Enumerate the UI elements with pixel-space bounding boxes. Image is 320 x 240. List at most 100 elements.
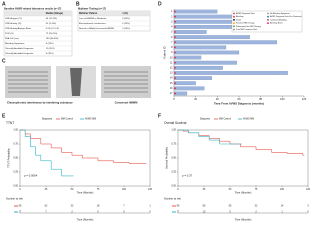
y-tick-label: 2	[171, 15, 173, 18]
x-tick-label: 25	[203, 188, 206, 191]
table-cell: Clinically Available Diagnostic	[5, 47, 35, 50]
y-tick-label: 15	[170, 82, 173, 85]
y-tick-label: 1	[171, 10, 173, 13]
legend-title: Diagnosis	[200, 119, 211, 121]
legend-marker	[233, 22, 235, 24]
bar	[173, 45, 227, 50]
x-tick-label: 80	[259, 97, 262, 101]
legend-marker	[267, 12, 269, 15]
x-tick-label: 125	[148, 188, 153, 191]
legend-entry: Prior MM Treatment Start	[236, 28, 258, 31]
table-cell: FVIII (%)	[5, 33, 14, 35]
gel-images	[5, 66, 151, 98]
table-cell: VWF Activity (%)	[5, 22, 22, 25]
diagnosis-marker	[174, 31, 176, 33]
table-header: Median (Range)	[46, 13, 63, 15]
table-header: n (%)	[122, 13, 128, 15]
x-tick-label: 125	[306, 188, 311, 191]
bar	[173, 25, 234, 29]
risk-count: 62	[45, 205, 48, 208]
legend-entry: MM Control	[219, 118, 231, 121]
diagnosis-marker	[174, 15, 176, 18]
diagnosis-marker	[174, 61, 176, 64]
table-cell: Bleeding Symptoms	[5, 42, 25, 45]
table-title: Baseline AVWS-related laboratory results…	[4, 8, 61, 11]
bar	[173, 55, 202, 60]
y-tick-label: 0.50	[13, 157, 18, 160]
table-header-bg	[78, 11, 150, 16]
x-tick-label: 100	[280, 188, 285, 191]
y-tick-label: 0.00	[171, 185, 176, 188]
bar	[173, 9, 218, 14]
y-tick-label: 0.00	[13, 185, 18, 188]
y-tick-label: 0.50	[171, 157, 176, 160]
risk-count: 0	[97, 211, 99, 214]
bar	[173, 40, 278, 45]
table-cell: Electrophoretic Interference	[79, 22, 107, 25]
table-cell: 6 (35%)	[46, 53, 54, 55]
legend-marker	[267, 19, 269, 21]
risk-count: 55	[229, 205, 232, 208]
risk-count: 17	[19, 211, 22, 214]
y-tick-label: 16	[170, 87, 173, 90]
risk-count: 18	[97, 205, 100, 208]
risk-count: 3	[307, 205, 309, 208]
y-axis-label: TTNT Probability	[7, 148, 11, 168]
gel-caption: Conserved HMWM	[115, 101, 138, 105]
legend-entry: MM Control	[61, 118, 73, 121]
diagnosis-marker	[174, 26, 176, 28]
panel-title: Overall Survival	[164, 121, 187, 125]
diagnosis-marker	[174, 66, 176, 69]
y-tick-label: 17	[170, 92, 173, 95]
y-tick-label: 4	[171, 26, 173, 29]
bar	[173, 60, 237, 65]
x-axis-label: Time (Months)	[77, 191, 94, 195]
table-cell: 3 (18%)	[122, 28, 130, 30]
panel-label: C	[2, 58, 6, 64]
bar	[173, 35, 250, 40]
diagnosis-marker	[174, 72, 176, 74]
table-cell: 180 (90-300)	[46, 38, 59, 40]
legend-marker	[267, 22, 269, 24]
diagnosis-marker	[174, 51, 176, 54]
x-tick-label: 0	[173, 97, 175, 101]
risk-count: 99	[19, 205, 22, 208]
y-tick-label: 0.25	[13, 171, 18, 174]
risk-count: 0	[123, 211, 125, 214]
y-tick-label: 6	[171, 36, 173, 39]
table-cell: 9 (53%)	[46, 43, 54, 45]
panel-label: D	[158, 1, 162, 7]
risk-count: 32	[255, 205, 258, 208]
bar	[173, 86, 205, 91]
p-value: p = 0.0064	[24, 174, 38, 178]
x-tick-label: 100	[280, 97, 285, 101]
diagnosis-marker	[174, 82, 176, 85]
legend-entry: No Bleeding Symptoms	[270, 12, 290, 15]
risk-x-label: Time (Months)	[235, 218, 252, 222]
table-cell: Loss of HMWM or Moderate	[79, 17, 107, 20]
diagnosis-marker	[174, 87, 176, 90]
panel-title: TTNT	[6, 121, 14, 125]
panel-label: E	[2, 113, 6, 119]
table-cell: 11 (65%)	[46, 48, 55, 50]
diagnosis-marker	[174, 36, 176, 39]
y-tick-label: 13	[170, 72, 173, 75]
bar	[173, 65, 223, 70]
risk-count: 1	[281, 211, 283, 214]
table-header-bg	[4, 11, 72, 16]
diagnosis-marker	[174, 56, 176, 59]
x-tick-label: 20	[194, 97, 197, 101]
y-tick-label: 3	[171, 20, 173, 23]
table-cell: 5 (29%)	[122, 23, 130, 25]
bar	[173, 91, 188, 96]
y-axis-label: Patient ID	[163, 46, 167, 58]
y-tick-label: 14	[170, 77, 173, 80]
table-cell: 58 (12-201)	[46, 18, 58, 20]
legend-entry: Death	[236, 18, 241, 21]
x-tick-label: 75	[97, 188, 100, 191]
diagnosis-marker	[174, 77, 176, 79]
x-tick-label: 0	[19, 188, 21, 191]
diagnosis-marker	[174, 92, 176, 95]
table-cell: 31 (5-150)	[46, 23, 56, 25]
gel-caption: Electrophoretic interference by interfer…	[7, 101, 73, 105]
